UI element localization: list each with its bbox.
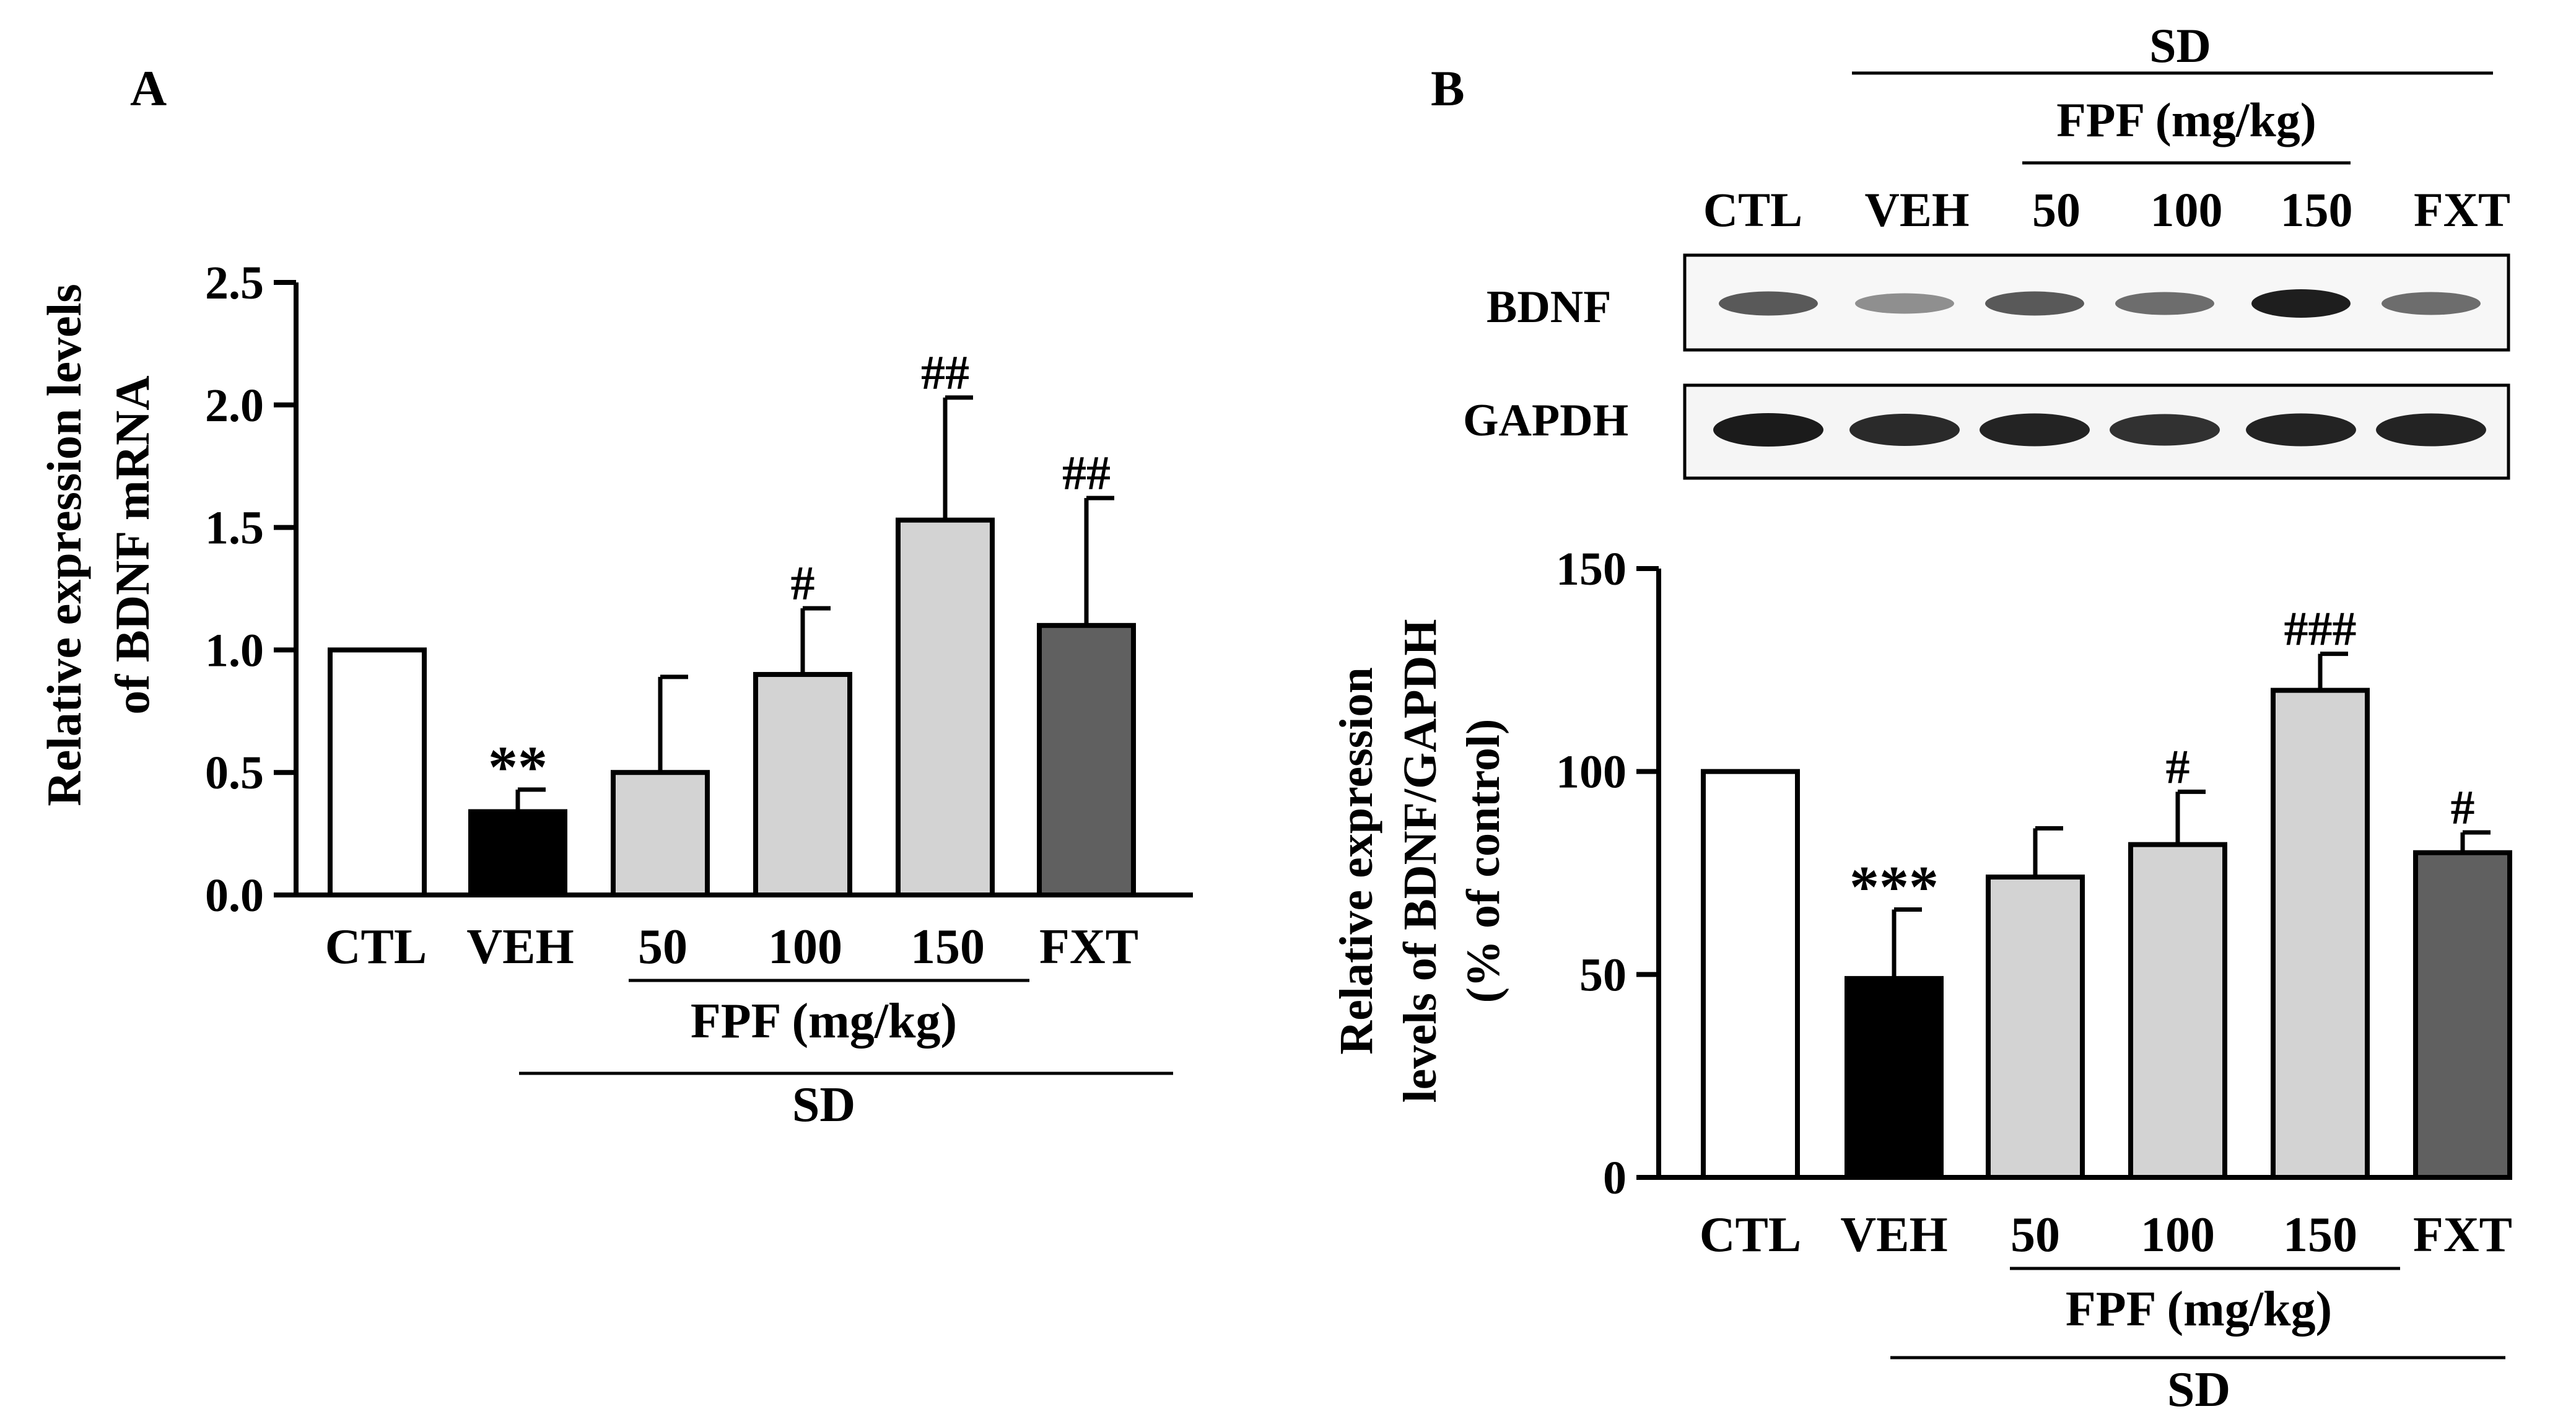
- chart-a-bars: **#####: [328, 346, 1136, 898]
- chart-a-bar-ctl: [328, 647, 427, 898]
- blot-bdnf-band: [2115, 292, 2214, 315]
- chart-a-ylabel-line1: Relative expression levels: [37, 284, 91, 806]
- chart-a-category-label: 100: [768, 920, 842, 974]
- chart-b-category-label: FXT: [2413, 1208, 2512, 1262]
- chart-b-ylabel-line3: (% of control): [1457, 719, 1509, 1003]
- chart-a-tick-label: 0.5: [205, 747, 264, 799]
- chart-a-category-label: 150: [910, 920, 985, 974]
- blot-lane-label: 50: [2032, 183, 2080, 237]
- panel-label-b: B: [1431, 60, 1465, 116]
- chart-b-ylabel-line2: levels of BDNF/GAPDH: [1394, 619, 1446, 1102]
- chart-a-sd-label: SD: [792, 1078, 855, 1132]
- chart-b-bar-150: [2271, 687, 2370, 1180]
- chart-a-ticks: 0.0 0.5 1.0 1.5 2.0 2.5: [205, 257, 296, 922]
- chart-a-bar-50: [611, 770, 710, 897]
- blot-row-label-bdnf: BDNF: [1487, 282, 1611, 333]
- chart-a-category-label: VEH: [466, 920, 574, 974]
- blot-gapdh-band: [2246, 413, 2356, 447]
- chart-b-ylabel-line1: Relative expression: [1330, 667, 1382, 1055]
- blot-row-label-gapdh: GAPDH: [1463, 395, 1628, 446]
- chart-b: Relative expression levels of BDNF/GAPDH…: [1330, 543, 2512, 1417]
- chart-b-tick-label: 50: [1579, 949, 1626, 1001]
- chart-a-tick-label: 2.0: [205, 380, 264, 432]
- blot-gapdh-band: [2376, 413, 2486, 447]
- chart-a-category-label: 50: [638, 920, 688, 974]
- chart-a-category-label: CTL: [325, 920, 427, 974]
- chart-b-bars: ***#####: [1701, 602, 2512, 1180]
- chart-b-category-label: VEH: [1840, 1208, 1947, 1262]
- chart-a-bar-100: [753, 671, 852, 897]
- chart-a-significance-mark: ##: [1062, 446, 1111, 500]
- chart-a-ylabel-line2: of BDNF mRNA: [105, 375, 159, 714]
- blot-gapdh-band: [1980, 413, 2090, 447]
- chart-a-bar-fxt: [1037, 622, 1136, 898]
- chart-b-significance-mark: ***: [1849, 853, 1939, 920]
- chart-b-tick-label: 150: [1556, 543, 1626, 595]
- chart-b-bar-50: [1986, 875, 2085, 1180]
- blot-bdnf-band: [1855, 293, 1954, 314]
- chart-b-tick-label: 0: [1603, 1152, 1626, 1204]
- chart-a-tick-label: 0.0: [205, 870, 264, 922]
- chart-b-category-label: CTL: [1700, 1208, 1802, 1262]
- chart-b-category-label: 150: [2283, 1208, 2357, 1262]
- blot-gapdh-band: [1713, 413, 1823, 447]
- blot-lane-label: FXT: [2414, 183, 2510, 237]
- chart-a-significance-mark: #: [791, 556, 815, 610]
- chart-b-bar-veh: [1845, 975, 1944, 1180]
- blot-bdnf-band: [1985, 291, 2084, 316]
- chart-b-category-label: 50: [2011, 1208, 2060, 1262]
- chart-b-ticks: 0 50 100 150: [1556, 543, 1659, 1204]
- chart-b-significance-mark: #: [2166, 740, 2190, 793]
- chart-b-significance-mark: #: [2451, 780, 2475, 834]
- blot-sd-label: SD: [2149, 19, 2211, 72]
- chart-a-tick-label: 1.5: [205, 502, 264, 554]
- chart-b-category-labels: CTL VEH 50 100 150 FXT: [1700, 1208, 2512, 1262]
- chart-a-tick-label: 1.0: [205, 624, 264, 676]
- chart-a-category-labels: CTL VEH 50 100 150 FXT: [325, 920, 1138, 974]
- chart-a-fpf-label: FPF (mg/kg): [691, 994, 957, 1049]
- blot-lane-label: 100: [2150, 183, 2223, 237]
- chart-a-bar-150: [896, 517, 995, 897]
- chart-b-category-label: 100: [2141, 1208, 2215, 1262]
- blot-bdnf-band: [2382, 292, 2481, 315]
- chart-b-bar-100: [2128, 842, 2227, 1180]
- blot-bdnf-frame: [1683, 253, 2510, 352]
- western-blot: SD FPF (mg/kg) CTL VEH 50 100 150 FXT BDNF GA…: [1463, 19, 2510, 480]
- chart-a-bar-veh: [468, 809, 567, 897]
- chart-b-tick-label: 100: [1556, 746, 1626, 798]
- chart-a-category-label: FXT: [1039, 920, 1138, 974]
- blot-bands: [1713, 289, 2486, 447]
- chart-a-significance-mark: **: [488, 734, 548, 800]
- blot-bdnf-band: [1719, 291, 1818, 316]
- blot-lane-label: VEH: [1864, 183, 1969, 237]
- blot-lane-label: CTL: [1703, 183, 1802, 237]
- chart-b-bar-fxt: [2413, 850, 2512, 1180]
- chart-b-sd-label: SD: [2167, 1363, 2230, 1417]
- chart-b-fpf-label: FPF (mg/kg): [2066, 1282, 2332, 1337]
- chart-a-tick-label: 2.5: [205, 257, 264, 309]
- blot-lane-labels: CTL VEH 50 100 150 FXT: [1703, 183, 2510, 237]
- blot-bdnf-band: [2251, 289, 2351, 318]
- chart-b-significance-mark: ###: [2284, 602, 2357, 656]
- blot-gapdh-band: [2110, 414, 2220, 446]
- blot-gapdh-band: [1849, 414, 1960, 446]
- chart-a: Relative expression levels of BDNF mRNA …: [37, 257, 1193, 1132]
- chart-a-significance-mark: ##: [921, 346, 969, 399]
- blot-fpf-label: FPF (mg/kg): [2056, 93, 2316, 147]
- panel-label-a: A: [130, 60, 167, 116]
- chart-b-bar-ctl: [1701, 769, 1800, 1180]
- blot-lane-label: 150: [2281, 183, 2353, 237]
